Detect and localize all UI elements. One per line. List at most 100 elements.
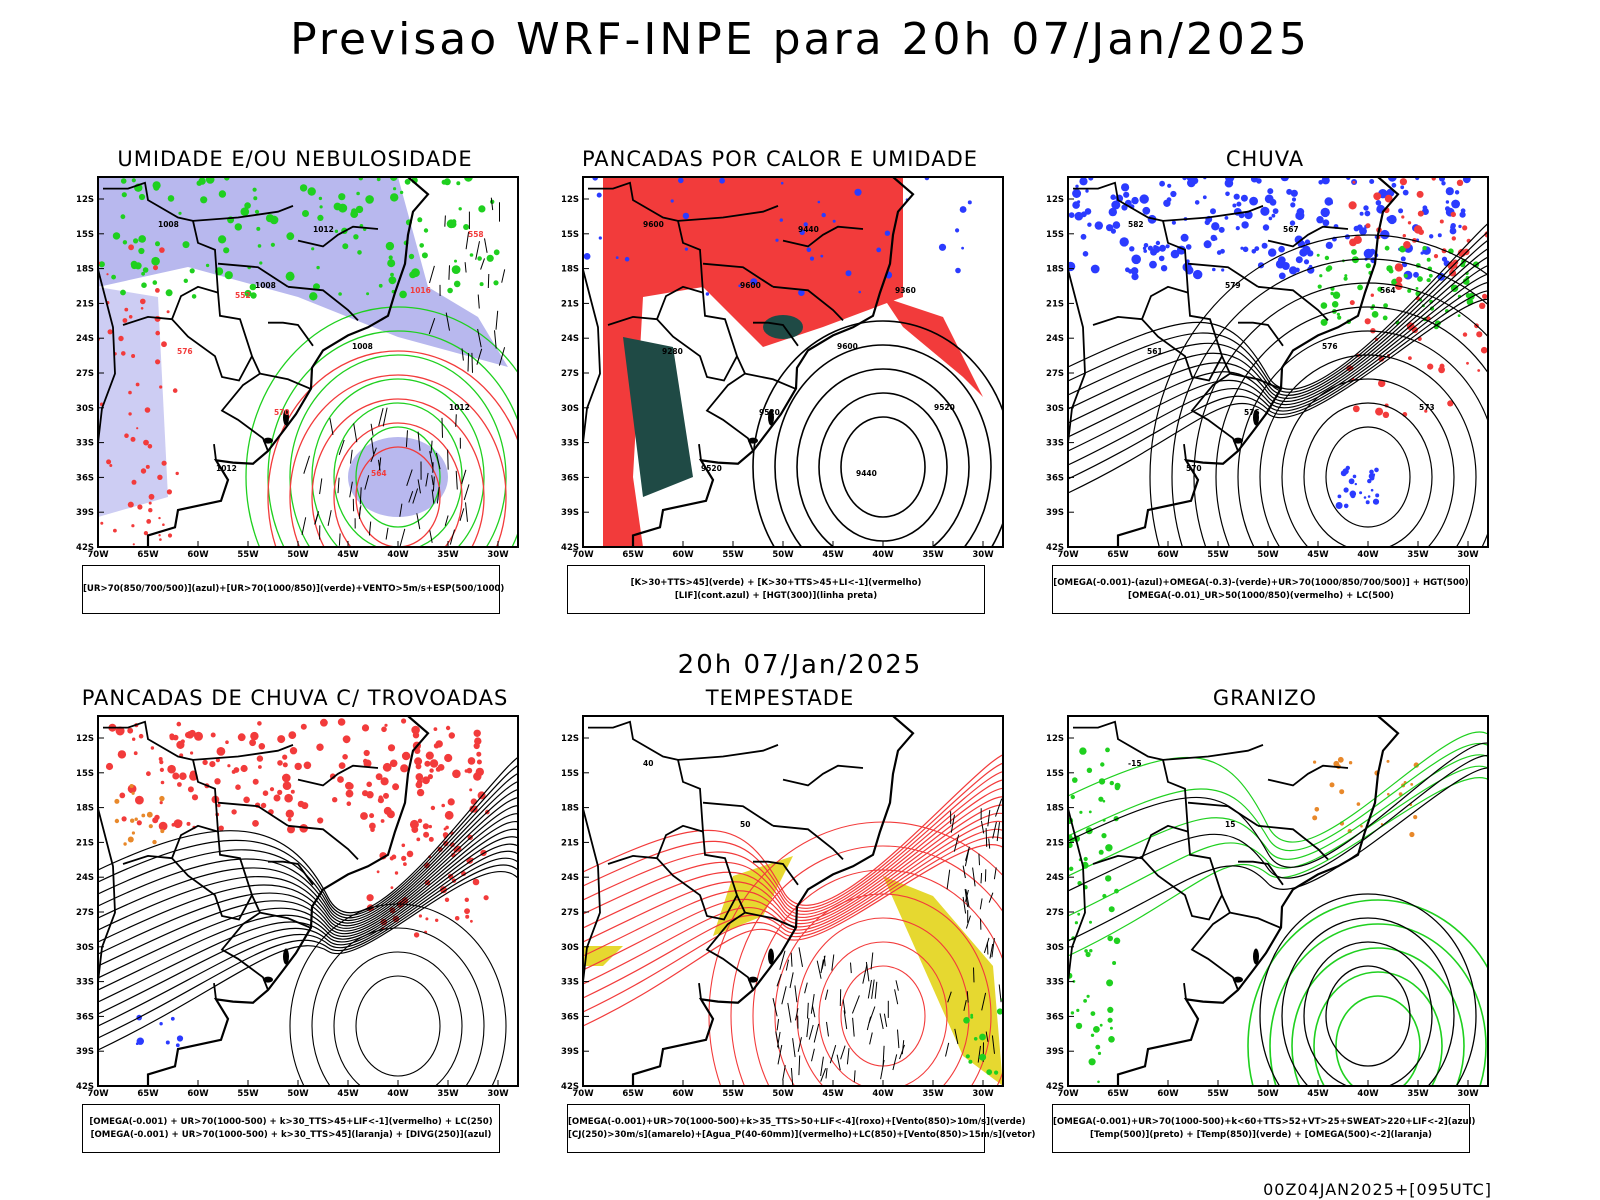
precip-mark	[1417, 210, 1424, 217]
low-level-humidity-mark	[234, 223, 242, 231]
streamline-loop	[289, 903, 507, 1086]
panel-legend: [K>30+TTS>45](verde) + [K>30+TTS>45+LI<-…	[567, 565, 985, 614]
lon-tick-label: 50W	[287, 1089, 309, 1099]
legend-line: [OMEGA(-0.001) + UR>70(1000-500) + k>30_…	[89, 1116, 493, 1127]
panel-tempestade: TEMPESTADE 40 50 12S 15S 18S 21S 24S 27S 30S 33S 3…	[545, 686, 1035, 1161]
thickness-mark	[172, 388, 178, 393]
precip-mark	[1365, 223, 1371, 229]
border-line	[103, 181, 219, 293]
convection-mark	[342, 735, 351, 744]
convection-mark	[160, 780, 165, 785]
omega-mark	[1367, 495, 1371, 498]
wind-vector	[319, 478, 323, 495]
wind-vector	[964, 888, 969, 907]
omega-mark	[1072, 189, 1082, 198]
low-level-humidity-mark	[250, 292, 257, 299]
lat-tick-label: 21S	[76, 838, 94, 848]
lon-tick-label: 70W	[1057, 1089, 1079, 1099]
thickness-mark	[158, 534, 161, 537]
lat-tick-label: 33S	[561, 978, 579, 988]
border-line	[655, 285, 738, 382]
omega-mark	[1451, 199, 1460, 209]
convection-mark	[428, 824, 432, 829]
border-line	[702, 292, 754, 452]
wind-vector	[417, 431, 421, 451]
thickness-mark	[161, 341, 167, 348]
lon-tick-label: 35W	[437, 1089, 459, 1099]
streamline	[1068, 222, 1488, 390]
temp850-contour	[1068, 742, 1488, 852]
low-level-humidity-mark	[167, 195, 175, 202]
convection-mark	[285, 809, 294, 818]
omega-mark	[1240, 194, 1248, 202]
border-line	[297, 764, 379, 787]
wind-vector	[820, 1068, 827, 1082]
thickness-mark	[136, 427, 139, 430]
wind-vector	[795, 1008, 799, 1021]
lat-tick-label: 15S	[1046, 769, 1064, 779]
wind-vector	[851, 995, 860, 1014]
convection-mark	[473, 742, 480, 750]
temp850-mark	[1108, 1036, 1115, 1043]
map-background	[583, 716, 1003, 1086]
convection-mark	[465, 914, 470, 919]
omega-mark	[1203, 240, 1212, 249]
lake-mark	[1233, 976, 1243, 983]
border-line	[1073, 720, 1189, 832]
omega-strong-mark	[1371, 311, 1379, 318]
omega-mark	[1348, 478, 1355, 485]
convection-mark	[287, 825, 295, 834]
omega-orange-mark	[1380, 823, 1383, 826]
wind850-mark	[979, 1053, 987, 1061]
convection-mark	[133, 751, 138, 756]
low-level-humidity-mark	[223, 247, 230, 254]
lifted-index-mark	[832, 219, 836, 223]
temp850-mark	[1090, 1033, 1095, 1037]
precip-mark	[1364, 318, 1371, 325]
border-line	[782, 225, 864, 248]
map-layers	[98, 716, 518, 1086]
convection-mark	[363, 758, 368, 764]
wind-vector	[789, 972, 794, 989]
lon-tick-label: 50W	[1257, 1089, 1279, 1099]
contour-label: 9600	[837, 342, 858, 351]
wind-vector	[862, 964, 868, 984]
divergence-mark	[170, 1016, 175, 1021]
wind-vector	[991, 1035, 995, 1054]
convection-mark	[361, 724, 370, 732]
thickness-mark	[153, 265, 158, 271]
low-level-humidity-mark	[342, 243, 349, 250]
lifted-index-mark	[719, 177, 725, 184]
temp850-mark	[1070, 794, 1075, 800]
convection-mark	[472, 878, 480, 886]
omega-mark	[1429, 234, 1434, 239]
low-level-humidity-mark	[309, 292, 318, 301]
border-line	[217, 801, 289, 827]
omega-mark	[1131, 196, 1139, 205]
contour-label: 9440	[798, 225, 819, 234]
lat-tick-label: 42S	[1046, 1082, 1064, 1092]
border-line	[217, 831, 269, 991]
thickness-mark	[148, 493, 155, 500]
convection-mark	[185, 731, 192, 739]
wind-vector	[487, 273, 490, 289]
omega-mark	[1131, 254, 1141, 265]
wind-vector	[996, 822, 1000, 842]
wind-vector	[461, 348, 464, 361]
precip-mark	[1402, 234, 1406, 238]
wind-vector	[301, 517, 307, 536]
temp850-mark	[1105, 747, 1110, 753]
convection-mark	[464, 897, 469, 902]
omega-orange-mark	[1313, 760, 1317, 764]
wind-vector	[988, 838, 991, 849]
omega-mark	[1249, 196, 1258, 206]
contour-label: 1016	[410, 286, 431, 295]
map-layers: 582 579 576 573 570 567 564 561 576	[1068, 177, 1488, 547]
contour-label: 50	[740, 820, 750, 829]
thickness-mark	[166, 489, 172, 495]
precip-mark	[1378, 379, 1386, 388]
convection-mark	[215, 758, 220, 763]
omega-mark	[1359, 491, 1363, 495]
panel-title: CHUVA	[1225, 147, 1305, 171]
omega-mark	[1165, 244, 1170, 249]
